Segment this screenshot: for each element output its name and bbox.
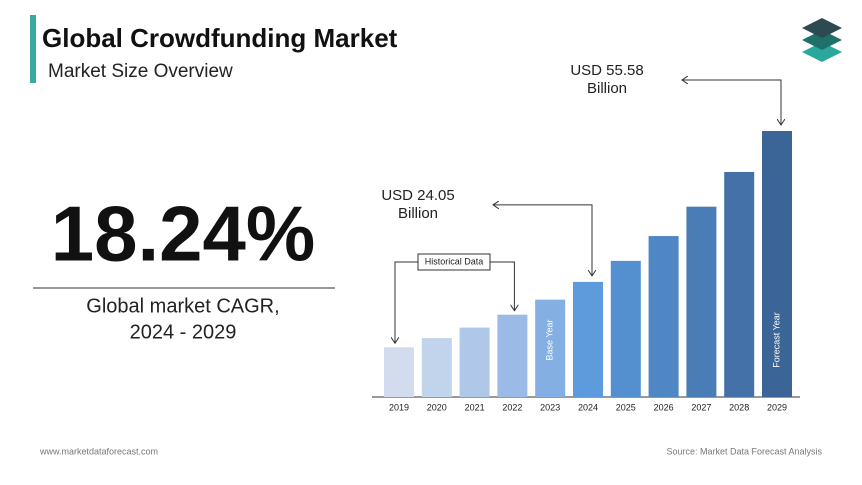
bar (497, 314, 528, 397)
x-tick-label: 2025 (616, 402, 636, 412)
bar-label: Forecast Year (771, 312, 781, 368)
x-tick-label: 2028 (729, 402, 749, 412)
x-tick-label: 2019 (389, 402, 409, 412)
bar (686, 206, 717, 397)
cagr-value: 18.24% (51, 190, 316, 278)
bar (459, 327, 490, 397)
annotation-arrow (395, 261, 418, 343)
cagr-label: Global market CAGR, (86, 295, 279, 317)
annotation-arrow (490, 261, 514, 311)
annotation: Historical Data (425, 256, 484, 266)
x-tick-label: 2022 (502, 402, 522, 412)
subtitle: Market Size Overview (48, 61, 233, 82)
website: www.marketdataforecast.com (39, 446, 158, 456)
value-label: USD 55.58 Billion (570, 62, 644, 97)
bar (724, 171, 755, 397)
bar (762, 131, 792, 397)
x-tick-label: 2027 (691, 402, 711, 412)
bar (384, 347, 414, 397)
x-tick-label: 2021 (465, 402, 485, 412)
x-tick-label: 2029 (767, 402, 787, 412)
x-tick-label: 2020 (427, 402, 447, 412)
title-accent (30, 15, 36, 83)
bar (573, 281, 603, 397)
bar (535, 299, 566, 397)
x-tick-label: 2023 (540, 402, 560, 412)
x-tick-label: 2026 (654, 402, 674, 412)
source: Source: Market Data Forecast Analysis (666, 446, 822, 456)
bar (648, 236, 679, 397)
bar (610, 260, 641, 397)
annotation-arrow (717, 79, 781, 125)
bar-label: Base Year (545, 319, 555, 360)
x-tick-label: 2024 (578, 402, 598, 412)
logo (802, 18, 842, 62)
cagr-label: 2024 - 2029 (130, 321, 237, 343)
value-label: USD 24.05 Billion (381, 186, 455, 222)
title: Global Crowdfunding Market (42, 23, 398, 53)
bar (421, 338, 452, 397)
annotation-arrow (528, 204, 592, 276)
